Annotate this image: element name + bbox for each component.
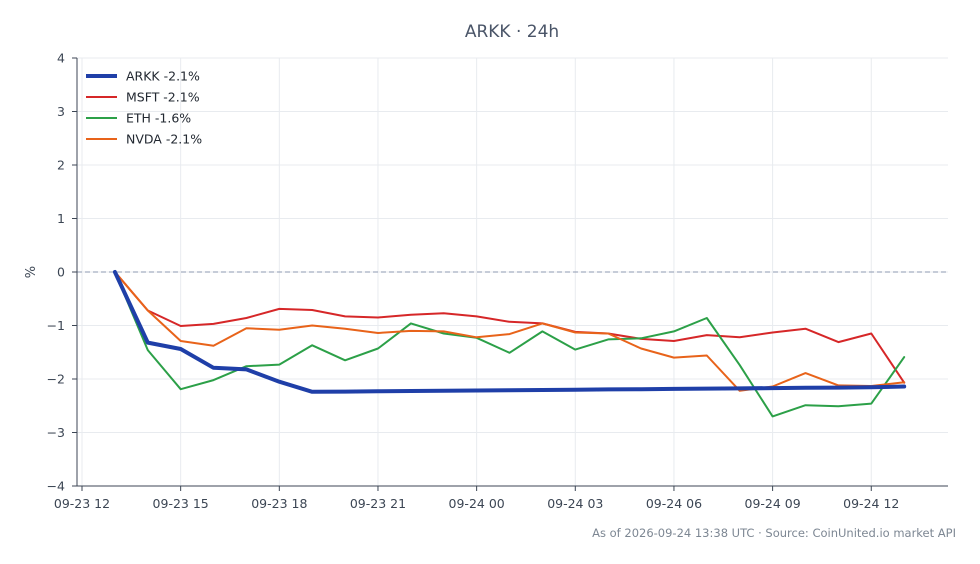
chart-title: ARKK · 24h <box>465 22 559 42</box>
y-tick-label: −1 <box>47 318 65 333</box>
x-tick-label: 09-23 12 <box>54 496 110 511</box>
x-tick-label: 09-24 03 <box>547 496 603 511</box>
legend-label-arkk: ARKK -2.1% <box>126 69 200 84</box>
y-tick-label: 2 <box>57 158 65 173</box>
y-tick-label: 3 <box>57 104 65 119</box>
x-tick-label: 09-23 15 <box>153 496 209 511</box>
series-line-eth <box>113 271 906 418</box>
footer-source: As of 2026-09-24 13:38 UTC · Source: Coi… <box>592 526 956 540</box>
x-tick-label: 09-24 06 <box>646 496 702 511</box>
y-tick-label: 0 <box>57 265 65 280</box>
legend-label-msft: MSFT -2.1% <box>126 90 200 105</box>
y-tick-label: −3 <box>47 425 65 440</box>
x-axis-ticks: 09-23 12 09-23 15 09-23 18 09-23 21 09-24 00… <box>54 486 899 511</box>
y-tick-label: −2 <box>47 372 65 387</box>
x-tick-label: 09-24 00 <box>449 496 505 511</box>
series-lines <box>112 270 907 418</box>
x-tick-label: 09-23 21 <box>350 496 406 511</box>
y-tick-label: 1 <box>57 211 65 226</box>
series-line-arkk <box>112 270 907 394</box>
legend-label-nvda: NVDA -2.1% <box>126 132 202 147</box>
y-axis-ticks: −4 −3 −2 −1 0 1 2 3 4 <box>47 51 77 494</box>
x-tick-label: 09-23 18 <box>251 496 307 511</box>
x-tick-label: 09-24 09 <box>745 496 801 511</box>
y-axis-label: % <box>24 266 39 278</box>
series-line-msft <box>113 271 906 384</box>
y-tick-label: 4 <box>57 51 65 66</box>
y-tick-label: −4 <box>47 479 65 494</box>
legend: ARKK -2.1% MSFT -2.1% ETH -1.6% NVDA -2.1% <box>86 69 202 147</box>
legend-label-eth: ETH -1.6% <box>126 111 191 126</box>
x-tick-label: 09-24 12 <box>843 496 899 511</box>
